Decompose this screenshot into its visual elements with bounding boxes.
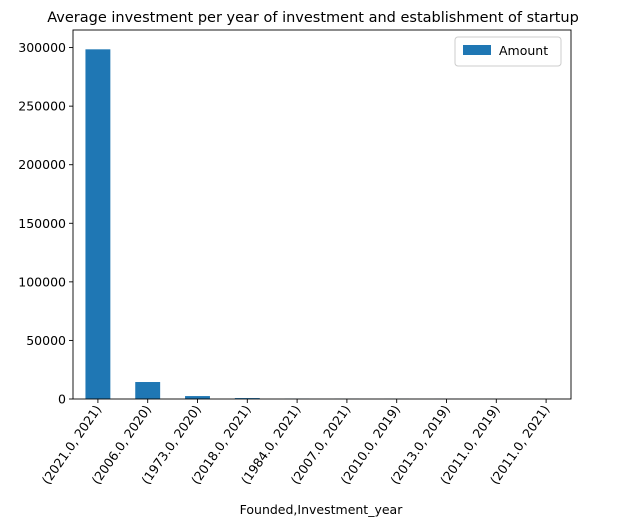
legend-box xyxy=(454,36,562,67)
legend-swatch xyxy=(463,45,491,55)
legend: Amount xyxy=(454,36,562,67)
y-axis: 0 50000 100000 150000 200000 250000 300000 xyxy=(18,40,73,407)
y-tick-label: 0 xyxy=(58,392,66,407)
y-tick-label: 50000 xyxy=(26,333,66,348)
y-tick-label: 150000 xyxy=(18,216,66,231)
legend-label: Amount xyxy=(499,43,548,58)
y-tick-label: 100000 xyxy=(18,274,66,289)
x-axis-label: Founded,Investment_year xyxy=(240,502,404,517)
x-axis: (2021.0, 2021)(2006.0, 2020)(1973.0, 202… xyxy=(39,399,553,487)
chart-title: Average investment per year of investmen… xyxy=(47,10,579,26)
plot-frame xyxy=(72,29,572,400)
bar xyxy=(85,49,111,399)
y-tick-label: 250000 xyxy=(18,99,66,114)
bar xyxy=(135,382,161,399)
bar xyxy=(185,396,210,399)
plot-area xyxy=(72,29,572,400)
y-tick-label: 200000 xyxy=(18,157,66,172)
bar xyxy=(234,398,260,399)
y-tick-label: 300000 xyxy=(18,40,66,55)
